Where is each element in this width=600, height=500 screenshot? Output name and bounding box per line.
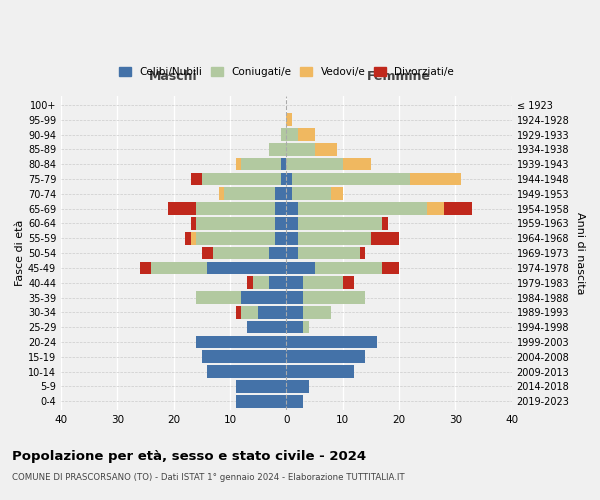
Text: Popolazione per età, sesso e stato civile - 2024: Popolazione per età, sesso e stato civil…: [12, 450, 366, 463]
Bar: [275, 217, 286, 230]
Bar: [196, 217, 275, 230]
Bar: [382, 262, 399, 274]
Bar: [331, 188, 343, 200]
Bar: [286, 395, 303, 407]
Bar: [253, 276, 269, 289]
Y-axis label: Fasce di età: Fasce di età: [15, 220, 25, 286]
Bar: [286, 336, 377, 348]
Bar: [196, 291, 241, 304]
Bar: [281, 172, 286, 186]
Bar: [140, 262, 151, 274]
Bar: [314, 262, 382, 274]
Bar: [202, 350, 286, 363]
Bar: [202, 172, 281, 186]
Bar: [275, 232, 286, 244]
Bar: [286, 114, 292, 126]
Bar: [191, 232, 196, 244]
Bar: [286, 262, 314, 274]
Bar: [202, 247, 213, 260]
Bar: [298, 217, 382, 230]
Bar: [286, 321, 303, 334]
Bar: [151, 262, 208, 274]
Bar: [191, 172, 202, 186]
Bar: [371, 232, 399, 244]
Bar: [275, 188, 286, 200]
Bar: [427, 202, 444, 215]
Bar: [286, 380, 309, 392]
Bar: [281, 128, 286, 141]
Bar: [168, 202, 196, 215]
Bar: [247, 276, 253, 289]
Bar: [247, 321, 286, 334]
Bar: [241, 158, 281, 170]
Bar: [286, 158, 343, 170]
Bar: [196, 336, 286, 348]
Bar: [191, 217, 196, 230]
Bar: [286, 350, 365, 363]
Bar: [359, 247, 365, 260]
Bar: [236, 306, 241, 318]
Bar: [241, 291, 286, 304]
Text: COMUNE DI PRASCORSANO (TO) - Dati ISTAT 1° gennaio 2024 - Elaborazione TUTTITALI: COMUNE DI PRASCORSANO (TO) - Dati ISTAT …: [12, 472, 404, 482]
Bar: [236, 158, 241, 170]
Bar: [303, 291, 365, 304]
Bar: [236, 380, 286, 392]
Legend: Celibi/Nubili, Coniugati/e, Vedovi/e, Divorziati/e: Celibi/Nubili, Coniugati/e, Vedovi/e, Di…: [115, 64, 457, 80]
Bar: [303, 306, 331, 318]
Bar: [196, 232, 275, 244]
Bar: [213, 247, 269, 260]
Y-axis label: Anni di nascita: Anni di nascita: [575, 212, 585, 294]
Bar: [343, 158, 371, 170]
Bar: [286, 202, 298, 215]
Bar: [208, 366, 286, 378]
Bar: [286, 188, 292, 200]
Bar: [185, 232, 191, 244]
Bar: [444, 202, 472, 215]
Bar: [286, 276, 303, 289]
Bar: [286, 366, 354, 378]
Bar: [269, 276, 286, 289]
Bar: [219, 188, 224, 200]
Bar: [298, 202, 427, 215]
Bar: [208, 262, 286, 274]
Bar: [258, 306, 286, 318]
Bar: [286, 143, 314, 156]
Bar: [286, 306, 303, 318]
Bar: [286, 291, 303, 304]
Bar: [275, 202, 286, 215]
Bar: [286, 232, 298, 244]
Bar: [314, 143, 337, 156]
Bar: [303, 321, 309, 334]
Bar: [281, 158, 286, 170]
Bar: [410, 172, 461, 186]
Bar: [196, 202, 275, 215]
Bar: [286, 217, 298, 230]
Bar: [236, 395, 286, 407]
Bar: [298, 247, 359, 260]
Bar: [298, 232, 371, 244]
Bar: [241, 306, 258, 318]
Bar: [286, 128, 298, 141]
Bar: [298, 128, 314, 141]
Bar: [292, 188, 331, 200]
Text: Maschi: Maschi: [149, 70, 198, 84]
Bar: [286, 172, 292, 186]
Text: Femmine: Femmine: [367, 70, 431, 84]
Bar: [224, 188, 275, 200]
Bar: [303, 276, 343, 289]
Bar: [292, 172, 410, 186]
Bar: [269, 143, 286, 156]
Bar: [286, 247, 298, 260]
Bar: [269, 247, 286, 260]
Bar: [343, 276, 354, 289]
Bar: [382, 217, 388, 230]
